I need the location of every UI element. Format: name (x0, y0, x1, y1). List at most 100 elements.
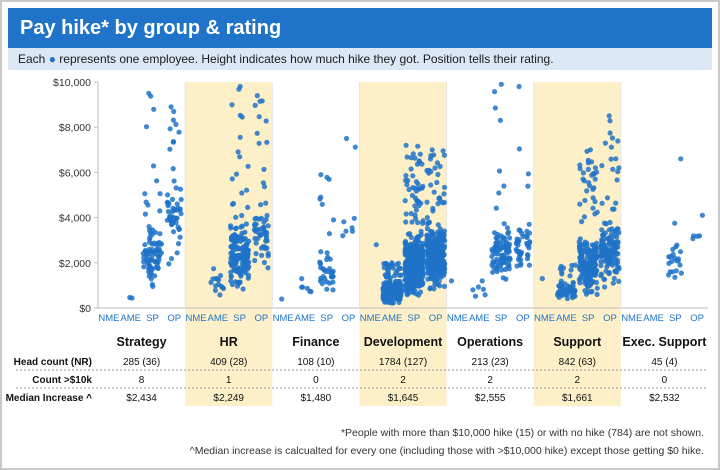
employee-dot (565, 286, 571, 292)
employee-dot (253, 251, 259, 257)
subtitle: Each ● represents one employee. Height i… (18, 52, 554, 66)
employee-dot (441, 152, 447, 158)
employee-dot (415, 255, 421, 261)
employee-dot (256, 114, 262, 120)
employee-dot (435, 222, 441, 228)
employee-dot (408, 166, 414, 172)
employee-dot (252, 257, 258, 264)
employee-dot (263, 200, 269, 206)
employee-dot (373, 242, 379, 248)
employee-dot (501, 221, 507, 227)
employee-dot (436, 231, 442, 237)
employee-dot (412, 155, 418, 161)
employee-dot (403, 173, 409, 179)
employee-dot (341, 219, 347, 225)
employee-dot (386, 264, 392, 270)
employee-dot (433, 270, 439, 276)
employee-dot (424, 199, 430, 205)
employee-dot (420, 254, 426, 260)
employee-dot (174, 250, 180, 256)
employee-dot (603, 268, 609, 274)
employee-dot (470, 287, 476, 293)
employee-dot (403, 268, 409, 274)
employee-dot (320, 266, 326, 272)
legend-dot-icon: ● (48, 52, 56, 66)
employee-dot (500, 275, 506, 281)
employee-dot (279, 296, 285, 302)
employee-dot (318, 249, 324, 255)
employee-dot (414, 268, 420, 274)
employee-dot (261, 219, 267, 225)
employee-dot (514, 239, 520, 245)
rating-label: NME (273, 313, 294, 324)
employee-dot (168, 104, 174, 110)
group-name-4: Operations (457, 335, 523, 349)
employee-dot (242, 236, 248, 242)
employee-dot (147, 227, 153, 233)
employee-dot (251, 227, 258, 233)
employee-dot (403, 177, 409, 183)
employee-dot (216, 277, 222, 283)
group-name-2: Finance (292, 335, 339, 349)
employee-dot (502, 235, 508, 241)
employee-dot (415, 199, 421, 205)
table-cell: 1784 (127) (379, 357, 427, 368)
employee-dot (576, 239, 582, 245)
employee-dot (147, 234, 153, 240)
employee-dot (177, 206, 183, 212)
employee-dot (583, 291, 590, 297)
employee-dot (169, 221, 176, 227)
employee-dot (382, 260, 389, 266)
employee-dot (594, 169, 600, 175)
employee-dot (330, 217, 337, 223)
employee-dot (516, 251, 523, 257)
employee-dot (429, 147, 435, 153)
employee-dot (324, 250, 330, 256)
employee-dot (480, 286, 486, 292)
employee-dot (148, 93, 154, 99)
employee-dot (319, 201, 325, 207)
employee-dot (585, 166, 591, 172)
employee-dot (571, 288, 577, 294)
employee-dot (170, 139, 176, 145)
employee-dot (433, 274, 439, 280)
employee-dot (604, 195, 611, 201)
employee-dot (601, 276, 608, 282)
employee-dot (262, 244, 268, 250)
employee-dot (245, 163, 251, 169)
group-name-6: Exec. Support (622, 335, 707, 349)
employee-dot (145, 202, 151, 208)
employee-dot (178, 196, 184, 203)
employee-dot (244, 247, 251, 253)
employee-dot (599, 227, 605, 233)
employee-dot (265, 265, 271, 271)
y-tick-label: $6,000 (59, 167, 91, 179)
employee-dot (228, 244, 234, 250)
employee-dot (170, 166, 176, 172)
employee-dot (606, 113, 612, 119)
employee-dot (498, 81, 504, 87)
employee-dot (317, 260, 323, 267)
employee-dot (557, 266, 563, 272)
table-cell: 0 (662, 375, 668, 386)
employee-dot (217, 292, 223, 298)
employee-dot (525, 183, 531, 189)
employee-dot (613, 156, 619, 162)
employee-dot (238, 270, 244, 276)
employee-dot (412, 276, 418, 282)
employee-dot (330, 268, 336, 274)
employee-dot (690, 233, 697, 239)
employee-dot (610, 280, 616, 286)
employee-dot (518, 261, 524, 267)
table-cell: 213 (23) (472, 357, 509, 368)
employee-dot (425, 219, 432, 226)
employee-dot (239, 190, 245, 196)
employee-dot (585, 268, 591, 274)
employee-dot (308, 289, 314, 295)
employee-dot (245, 272, 252, 278)
employee-dot (602, 284, 608, 290)
employee-dot (504, 225, 511, 231)
employee-dot (167, 213, 173, 220)
employee-dot (242, 229, 248, 235)
